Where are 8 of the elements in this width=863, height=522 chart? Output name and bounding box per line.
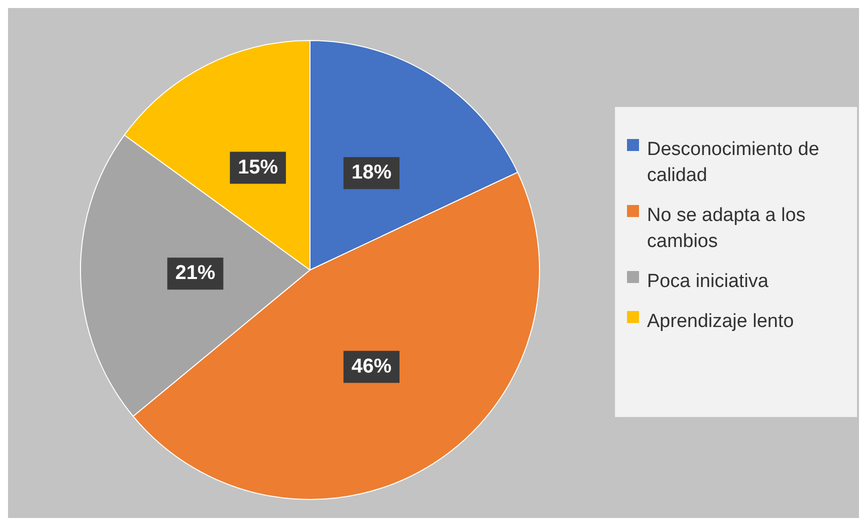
legend-label: Desconocimiento de calidad <box>647 138 820 188</box>
data-label: 46% <box>351 355 392 378</box>
legend-label: Poca iniciativa <box>647 270 768 294</box>
data-label: 15% <box>238 156 278 178</box>
legend-label: No se adapta a los cambios <box>647 204 806 254</box>
legend-label: Aprendizaje lento <box>647 310 794 334</box>
data-label: 21% <box>175 262 216 284</box>
data-label: 18% <box>351 162 392 184</box>
